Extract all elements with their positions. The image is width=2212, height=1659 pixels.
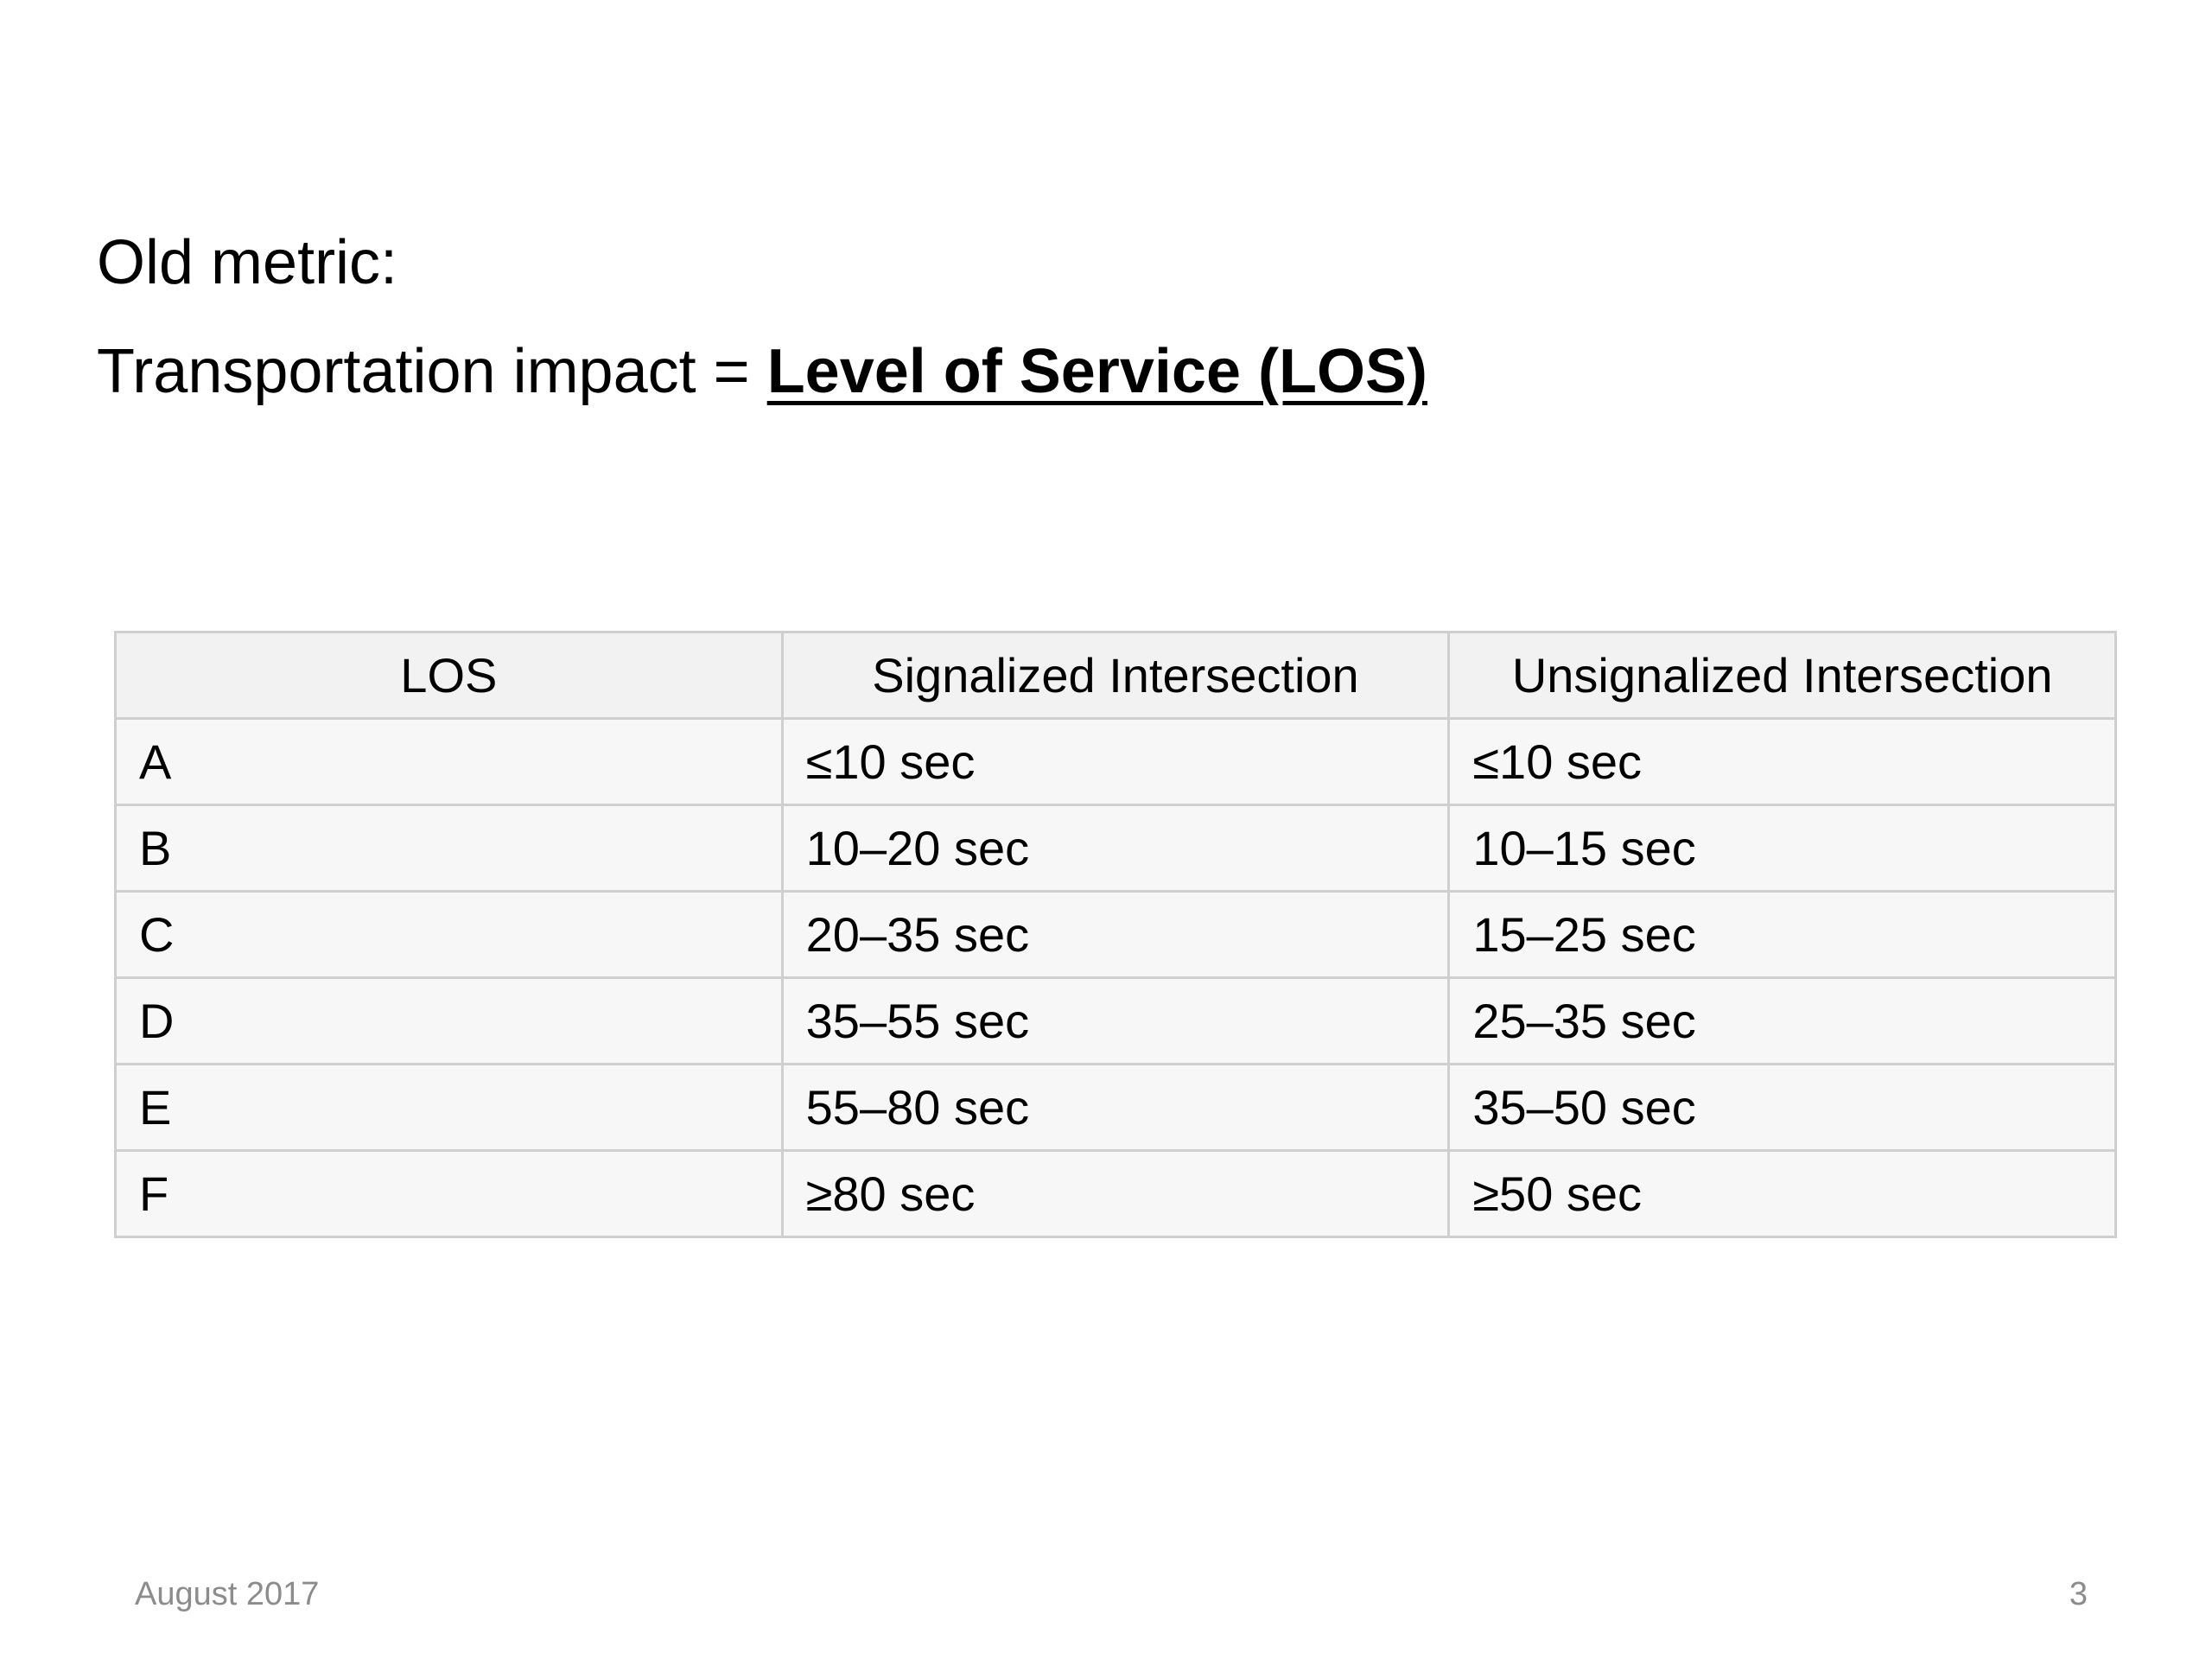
table-row: E 55–80 sec 35–50 sec (114, 1063, 2117, 1152)
cell-signalized: ≥80 sec (780, 1149, 1451, 1238)
cell-unsignalized: 25–35 sec (1447, 976, 2117, 1065)
table-header-row: LOS Signalized Intersection Unsignalized… (114, 631, 2117, 720)
old-metric-label: Old metric: (97, 228, 398, 297)
table-row: F ≥80 sec ≥50 sec (114, 1149, 2117, 1238)
cell-unsignalized: ≥50 sec (1447, 1149, 2117, 1238)
table-row: B 10–20 sec 10–15 sec (114, 804, 2117, 893)
los-table: LOS Signalized Intersection Unsignalized… (114, 631, 2117, 1238)
cell-los: F (114, 1149, 784, 1238)
page-number: 3 (2069, 1576, 2088, 1612)
slide-title-line1: Old metric: (97, 221, 397, 304)
header-unsignalized: Unsignalized Intersection (1447, 631, 2117, 720)
header-signalized: Signalized Intersection (780, 631, 1451, 720)
cell-unsignalized: 10–15 sec (1447, 804, 2117, 893)
cell-los: C (114, 890, 784, 979)
cell-signalized: ≤10 sec (780, 717, 1451, 806)
cell-los: E (114, 1063, 784, 1152)
cell-signalized: 10–20 sec (780, 804, 1451, 893)
cell-signalized: 35–55 sec (780, 976, 1451, 1065)
cell-los: A (114, 717, 784, 806)
table-row: D 35–55 sec 25–35 sec (114, 976, 2117, 1065)
slide-title-line2: Transportation impact = Level of Service… (97, 330, 1427, 413)
cell-los: D (114, 976, 784, 1065)
cell-unsignalized: 35–50 sec (1447, 1063, 2117, 1152)
cell-los: B (114, 804, 784, 893)
table-row: C 20–35 sec 15–25 sec (114, 890, 2117, 979)
transportation-impact-label: Transportation impact = (97, 337, 767, 406)
cell-signalized: 55–80 sec (780, 1063, 1451, 1152)
cell-unsignalized: 15–25 sec (1447, 890, 2117, 979)
header-los: LOS (114, 631, 784, 720)
level-of-service-emphasis: Level of Service (LOS) (766, 337, 1427, 406)
cell-unsignalized: ≤10 sec (1447, 717, 2117, 806)
cell-signalized: 20–35 sec (780, 890, 1451, 979)
footer-date: August 2017 (135, 1576, 320, 1612)
table-row: A ≤10 sec ≤10 sec (114, 717, 2117, 806)
